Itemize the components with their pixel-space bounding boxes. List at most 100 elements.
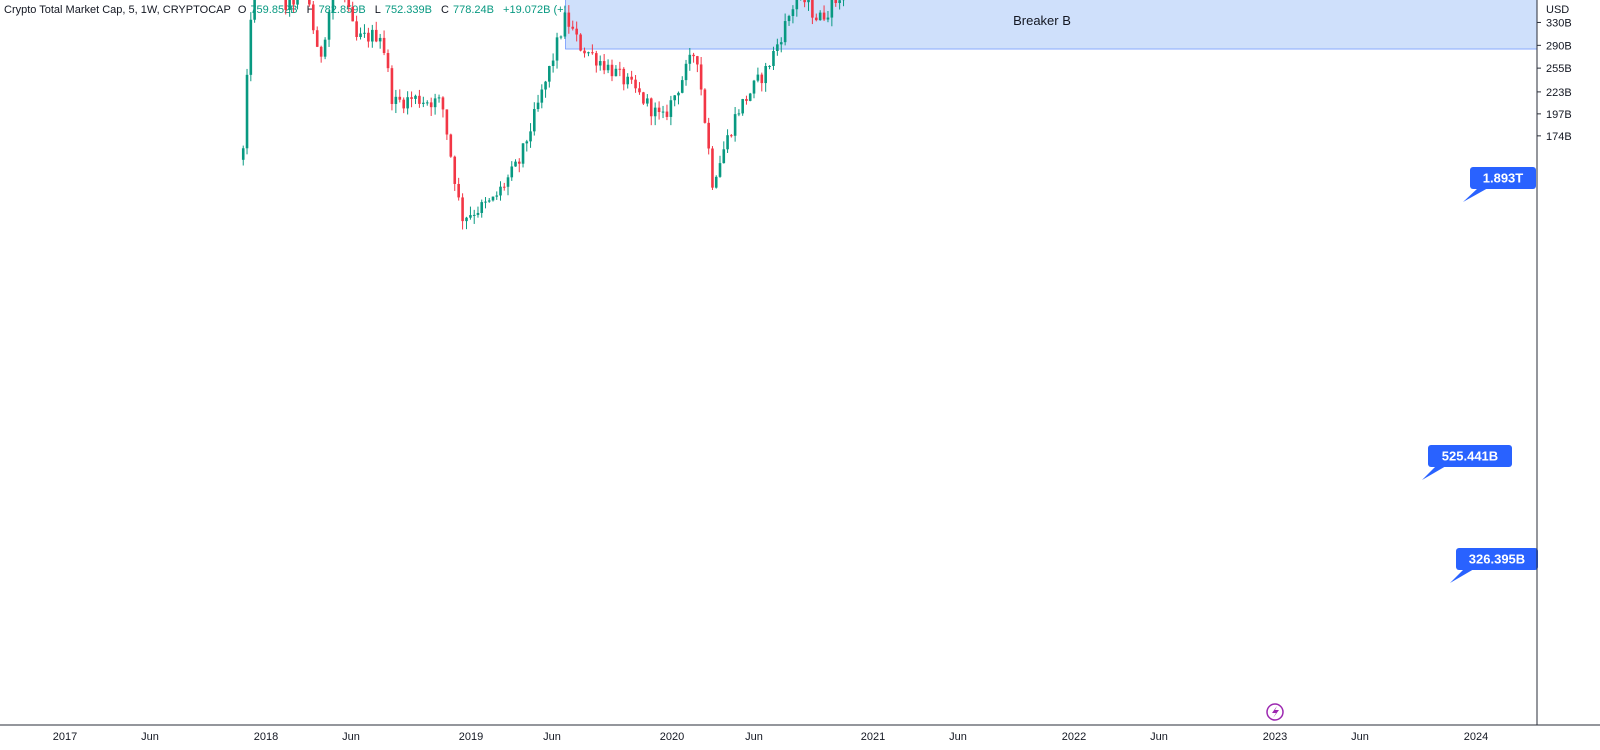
candle-body (506, 177, 510, 187)
candle-body (649, 98, 653, 117)
candle (319, 45, 323, 63)
candle (692, 52, 695, 63)
candle (331, 0, 335, 20)
time-tick-label: Jun (949, 731, 967, 743)
candle (540, 84, 544, 109)
candle (398, 89, 402, 103)
candle (378, 33, 382, 49)
candle-body (491, 196, 495, 201)
candle-body (657, 107, 661, 113)
candle (696, 55, 699, 73)
price-tick-label: 290B (1546, 40, 1572, 52)
candle-body (634, 79, 637, 89)
candle-body (433, 98, 437, 108)
candle-body (394, 96, 398, 104)
candle-body (351, 7, 354, 22)
time-tick-label: 2024 (1464, 731, 1488, 743)
candle (684, 59, 688, 86)
candle (699, 56, 703, 96)
candle (791, 5, 795, 24)
candle-body (406, 97, 409, 109)
candle (657, 101, 661, 120)
time-tick-label: Jun (141, 731, 159, 743)
candle-body (838, 0, 841, 4)
candle-body (579, 34, 582, 51)
candle (284, 0, 288, 15)
candle (502, 182, 506, 191)
time-tick-label: 2017 (53, 731, 77, 743)
candle-body (510, 166, 514, 178)
candle (838, 0, 841, 10)
candle (795, 0, 799, 17)
candle (525, 139, 529, 152)
candle-body (559, 36, 563, 38)
candle (367, 27, 370, 48)
candle (688, 47, 692, 71)
candle (429, 97, 433, 116)
callout-pointer (1450, 569, 1474, 583)
candle (532, 102, 536, 136)
time-tick-label: 2019 (459, 731, 483, 743)
candle-body (756, 74, 760, 81)
candle-body (665, 111, 669, 117)
candle (308, 0, 311, 7)
candle (292, 0, 295, 13)
time-tick-label: Jun (1150, 731, 1168, 743)
candle-body (521, 143, 525, 164)
candle-body (571, 26, 575, 29)
candle-body (288, 0, 291, 10)
candle (386, 49, 390, 73)
symbol-title[interactable]: Crypto Total Market Cap, 5, 1W, CRYPTOCA… (4, 4, 231, 16)
candle-body (315, 30, 319, 47)
candle (410, 91, 413, 108)
candle-body (703, 89, 707, 123)
candle (626, 73, 630, 89)
candle-body (555, 37, 559, 61)
candle (315, 26, 319, 48)
candle (449, 133, 453, 158)
candle-body (453, 156, 457, 184)
candle-body (245, 74, 249, 149)
candle (583, 47, 586, 58)
candle-body (517, 161, 521, 164)
candle (476, 206, 480, 218)
candle-body (638, 88, 641, 93)
candle (587, 51, 590, 57)
price-tick-label: 174B (1546, 131, 1572, 143)
candle-body (646, 98, 649, 104)
candle-body (425, 102, 429, 104)
candle-body (737, 113, 741, 115)
candle-body (532, 109, 536, 132)
candle-body (834, 0, 838, 4)
candle-body (449, 134, 453, 157)
candle (536, 94, 540, 112)
candle-body (818, 12, 822, 21)
lightning-icon[interactable] (1266, 703, 1284, 721)
candle-body (402, 99, 406, 109)
candle-body (699, 64, 703, 90)
time-tick-label: Jun (342, 731, 360, 743)
candle-body (514, 161, 517, 167)
candle (598, 55, 602, 71)
candle-body (630, 76, 633, 80)
candle-body (567, 12, 571, 27)
candle (495, 191, 499, 200)
candle-body (618, 68, 622, 70)
candle (457, 177, 460, 201)
callout-breaker: 326.395B (1450, 548, 1538, 583)
candle-body (484, 201, 487, 203)
callout-value: 326.395B (1469, 552, 1525, 567)
candle-body (487, 200, 491, 202)
candle (722, 141, 726, 164)
candle (630, 70, 633, 84)
candle (363, 24, 366, 38)
candle (756, 67, 760, 83)
candle (499, 181, 502, 201)
candle-body (499, 186, 502, 196)
candle (461, 193, 464, 230)
candle-body (711, 148, 714, 188)
candle-body (382, 37, 386, 54)
callout-pointer (1463, 188, 1488, 202)
